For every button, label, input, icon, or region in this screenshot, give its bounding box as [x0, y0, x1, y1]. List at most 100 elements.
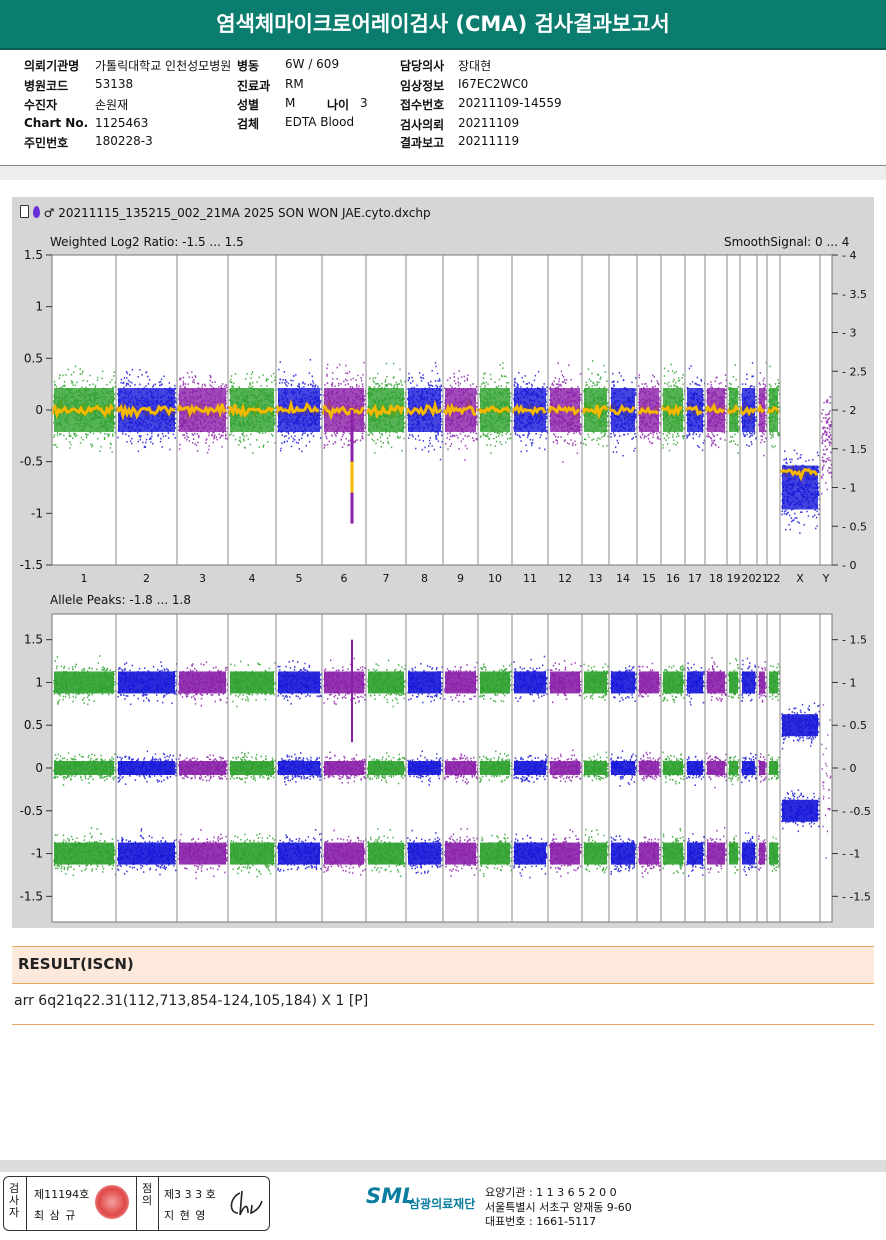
y-tick-label: -0.5 — [20, 455, 43, 469]
allele-peak-band — [742, 842, 755, 865]
allele-peak-band — [54, 761, 114, 775]
allele-peak-band — [663, 761, 683, 775]
chromosome-label: 13 — [589, 572, 603, 585]
chromosome-label: 18 — [709, 572, 723, 585]
allele-peak-band — [639, 671, 659, 694]
allele-panel-label: Allele Peaks: -1.8 ... 1.8 — [50, 593, 191, 607]
allele-peak-band — [368, 761, 404, 775]
male-icon: ♂ — [43, 206, 55, 220]
plot-filename: 20211115_135215_002_21MA 2025 SON WON JA… — [58, 206, 431, 220]
smooth-signal-line — [661, 402, 683, 417]
y-tick-label: 1 — [35, 675, 43, 689]
page-title: 염색체마이크로어레이검사 (CMA) 검사결과보고서 — [216, 12, 670, 36]
allele-peak-band — [729, 761, 738, 775]
allele-peak-band — [729, 842, 738, 865]
smooth-signal-line — [581, 404, 609, 421]
allele-peak-band — [769, 671, 778, 694]
info-value: 손원재 — [95, 98, 129, 112]
smooth-signal-line — [176, 402, 227, 419]
allele-peak-band — [179, 761, 226, 775]
info-value: EDTA Blood — [285, 115, 355, 129]
info-value: RM — [285, 77, 304, 91]
signer2-role: 점의 — [141, 1182, 153, 1207]
y-tick-label: 0.5 — [24, 351, 43, 365]
y-tick-label: -1 — [31, 847, 43, 861]
y2-tick-label: - 3.5 — [842, 288, 867, 301]
allele-peak-band — [230, 671, 274, 694]
allele-peak-band — [368, 842, 404, 865]
info-label: 나이 — [327, 98, 350, 112]
chromosome-label: 22 — [767, 572, 781, 585]
signer1-license: 제11194호 — [34, 1188, 90, 1201]
result-header-band — [12, 946, 874, 984]
allele-peak-band — [514, 671, 546, 694]
y-tick-label: -1.5 — [20, 889, 43, 903]
info-value: 180228-3 — [95, 134, 153, 148]
smooth-signal-line — [756, 403, 765, 414]
info-label: Chart No. — [24, 116, 89, 130]
y2-tick-label: - -0.5 — [842, 805, 871, 818]
smooth-signal-line — [366, 403, 405, 419]
allele-peak-band — [707, 761, 725, 775]
file-icon — [20, 205, 29, 218]
info-value: 53138 — [95, 77, 134, 91]
allele-peak-band — [769, 761, 778, 775]
allele-peak-band — [611, 671, 635, 694]
allele-peak-band — [54, 842, 114, 865]
separator-band — [0, 166, 886, 180]
y2-tick-label: - 0.5 — [842, 520, 867, 533]
info-value: 20211119 — [458, 134, 520, 148]
allele-peak-band — [324, 761, 364, 775]
allele-peak-band — [611, 842, 635, 865]
allele-peak-band — [408, 842, 441, 865]
allele-peak-band — [179, 671, 226, 694]
allele-peak-band — [179, 842, 226, 865]
result-title: RESULT(ISCN) — [18, 955, 134, 973]
y-tick-label: 1.5 — [24, 633, 43, 647]
allele-peak-band — [687, 671, 703, 694]
smooth-signal-line — [477, 404, 511, 415]
y-tick-label: 0 — [35, 403, 43, 417]
chromosome-label: 3 — [199, 572, 206, 585]
allele-peak-band — [230, 842, 274, 865]
signer2-name: 지 현 영 — [164, 1209, 207, 1222]
allele-peak-band — [584, 842, 607, 865]
chromosome-label: 4 — [249, 572, 256, 585]
allele-peak-band — [584, 761, 607, 775]
result-divider — [12, 1024, 874, 1025]
info-value: 가톨릭대학교 인천성모병원 — [95, 59, 232, 73]
y2-tick-label: - 2 — [842, 404, 856, 417]
pin-icon — [32, 206, 40, 218]
phone: 대표번호 : 1661-5117 — [485, 1215, 597, 1228]
chromosome-label: 19 — [727, 572, 741, 585]
y2-tick-label: - 2.5 — [842, 365, 867, 378]
allele-peak-band — [759, 842, 765, 865]
smooth-signal-line — [704, 402, 726, 414]
chromosome-label: 1 — [81, 572, 88, 585]
allele-peak-band — [118, 761, 175, 775]
chromosome-label: 12 — [558, 572, 572, 585]
plot-file-line: ♂ 20211115_135215_002_21MA 2025 SON WON … — [20, 205, 431, 220]
info-label: 병동 — [237, 59, 260, 73]
allele-peak-band — [782, 799, 818, 822]
info-label: 진료과 — [237, 79, 271, 93]
allele-peak-band — [278, 842, 320, 865]
chromosome-label: 14 — [616, 572, 630, 585]
allele-peak-band — [769, 842, 778, 865]
signer1-role: 검사자 — [8, 1182, 20, 1219]
y-tick-label: -1.5 — [20, 558, 43, 572]
allele-peak-band — [759, 761, 765, 775]
allele-peak-band — [445, 761, 476, 775]
y2-tick-label: - 1 — [842, 482, 856, 495]
y2-tick-label: - 3 — [842, 327, 856, 340]
info-label: 결과보고 — [400, 136, 445, 150]
result-iscn: arr 6q21q22.31(112,713,854-124,105,184) … — [14, 993, 369, 1009]
allele-peak-band — [742, 671, 755, 694]
cma-plot-svg: 1.5 1 0.5 0 -0.5 -1 -1.5 - 4 - 3.5 - 3 - 2.5 - 2 - 1… — [20, 248, 871, 923]
y2-tick-label: - 0.5 — [842, 719, 867, 732]
footer-band — [0, 1160, 886, 1172]
log2-core-band — [687, 388, 703, 432]
info-label: 수진자 — [24, 98, 58, 112]
smooth-signal-line — [637, 405, 660, 415]
signature — [230, 1190, 263, 1216]
